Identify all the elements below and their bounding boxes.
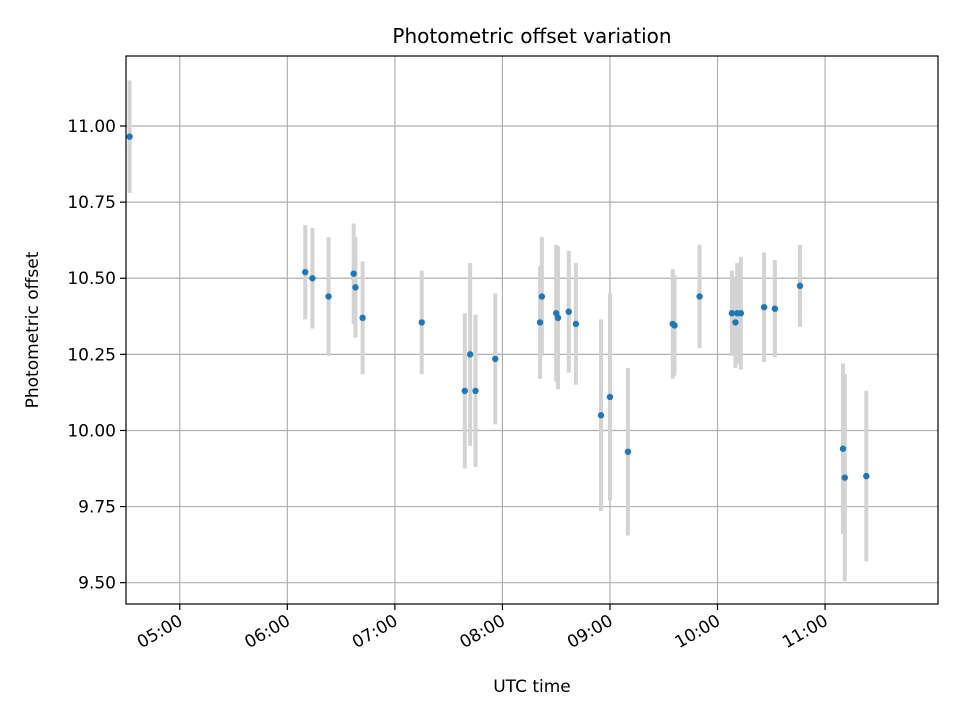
data-point: [737, 310, 745, 317]
data-point: [696, 293, 703, 300]
data-points: [126, 133, 870, 481]
data-point: [671, 322, 678, 329]
y-tick-label: 11.00: [67, 117, 116, 137]
data-point: [760, 303, 768, 311]
data-point: [418, 319, 425, 326]
data-point: [624, 448, 632, 455]
data-point: [771, 305, 779, 312]
data-point: [536, 319, 544, 326]
data-point: [597, 412, 605, 419]
data-point: [554, 314, 562, 322]
y-tick-label: 10.50: [67, 269, 116, 289]
data-point: [839, 445, 847, 452]
data-point: [538, 293, 546, 300]
data-point: [309, 275, 316, 282]
plot-frame: [125, 55, 939, 605]
data-point: [863, 472, 870, 480]
data-point: [352, 284, 359, 291]
data-point: [461, 387, 468, 395]
data-point: [732, 319, 739, 326]
y-tick-label: 9.75: [78, 498, 116, 518]
data-point: [359, 314, 366, 322]
y-tick-label: 10.25: [67, 345, 116, 365]
data-point: [606, 393, 614, 401]
y-axis: 9.50 9.75 10.00 10.25 10.50 10.75 11.00: [67, 117, 126, 594]
data-point: [350, 270, 357, 277]
chart-title: Photometric offset variation: [392, 24, 671, 48]
y-axis-label: Photometric offset: [23, 251, 43, 408]
y-tick-label: 9.50: [78, 574, 116, 594]
y-tick-label: 10.00: [67, 421, 116, 441]
data-point: [472, 387, 479, 395]
data-point: [325, 293, 332, 300]
data-point: [572, 320, 580, 328]
data-point: [302, 268, 309, 276]
data-point: [126, 133, 133, 140]
y-tick-label: 10.75: [67, 193, 116, 213]
data-point: [728, 310, 736, 317]
data-point: [796, 282, 804, 290]
data-point: [841, 474, 848, 481]
data-point: [565, 308, 572, 315]
data-point: [492, 355, 499, 363]
x-axis-label: UTC time: [493, 677, 571, 697]
data-point: [466, 351, 474, 358]
